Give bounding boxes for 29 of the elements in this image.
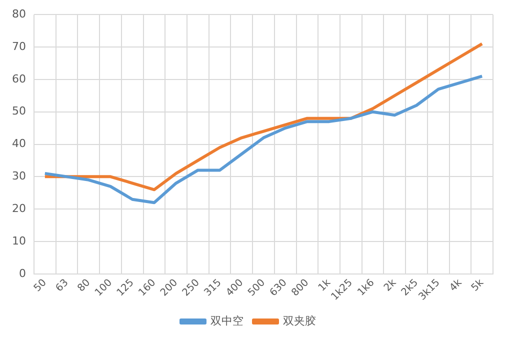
y-tick-label: 30 (12, 170, 26, 183)
x-tick-label: 4k (448, 277, 464, 294)
x-tick-label: 315 (202, 277, 224, 299)
y-tick-label: 50 (12, 104, 26, 118)
x-tick-label: 80 (76, 277, 93, 294)
y-tick-label: 10 (12, 234, 26, 248)
x-tick-label: 1k (316, 277, 334, 294)
x-tick-label: 630 (268, 277, 290, 299)
x-tick-label: 400 (224, 277, 246, 299)
y-tick-label: 20 (12, 202, 26, 215)
y-tick-label: 40 (12, 137, 26, 150)
x-tick-label: 160 (136, 277, 158, 299)
legend-label: 双夹胶 (283, 314, 316, 328)
x-tick-label: 2k (382, 277, 399, 294)
x-tick-label: 63 (54, 277, 71, 294)
y-tick-label: 0 (18, 266, 26, 280)
x-tick-label: 50 (32, 277, 49, 294)
y-tick-label: 60 (12, 72, 26, 86)
x-tick-label: 500 (246, 277, 268, 299)
x-tick-label: 125 (115, 277, 136, 299)
x-tick-label: 800 (290, 277, 312, 299)
y-tick-label: 70 (12, 40, 26, 53)
x-tick-label: 250 (180, 277, 202, 299)
y-tick-label: 80 (12, 7, 26, 20)
x-tick-label: 200 (158, 277, 180, 299)
x-tick-label: 100 (93, 277, 114, 299)
x-tick-label: 1k6 (356, 277, 377, 298)
x-tick-label: 5k (470, 277, 486, 294)
legend-label: 双中空 (210, 314, 244, 328)
